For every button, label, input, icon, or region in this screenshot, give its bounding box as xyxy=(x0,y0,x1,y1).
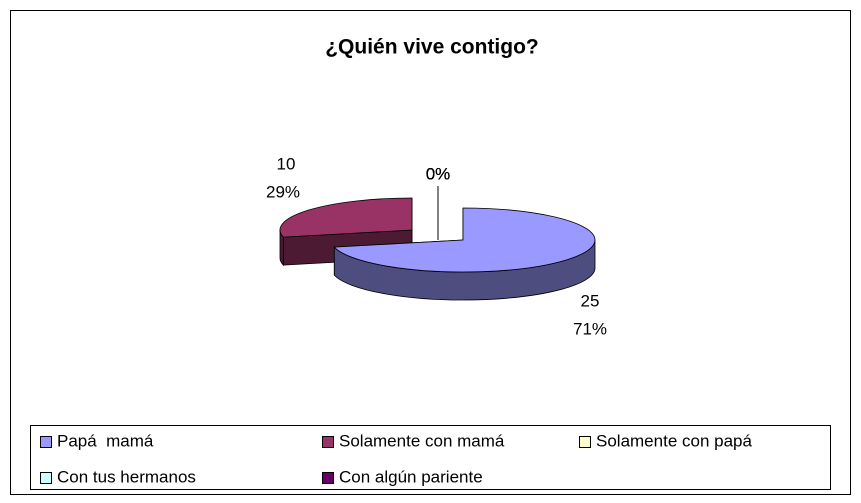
slice xyxy=(279,197,413,238)
legend-label: Solamente con mamá xyxy=(339,431,505,450)
data-label: 25 xyxy=(581,291,600,310)
legend-swatch xyxy=(579,436,591,448)
percent-label: 0% xyxy=(426,164,451,183)
legend-swatch xyxy=(322,472,334,484)
legend-label: Papá mamá xyxy=(57,431,154,450)
legend-swatch xyxy=(322,436,334,448)
slice xyxy=(333,207,596,273)
legend-label: Solamente con papá xyxy=(596,431,752,450)
percent-label: 0% xyxy=(426,164,451,183)
data-label: 10 xyxy=(277,154,296,173)
legend-label: Con tus hermanos xyxy=(57,467,196,486)
legend-swatch xyxy=(40,472,52,484)
legend-label: Con algún pariente xyxy=(339,467,483,486)
percent-label: 0% xyxy=(426,164,451,183)
percent-label: 29% xyxy=(266,182,300,201)
percent-label: 71% xyxy=(573,319,607,338)
legend-swatch xyxy=(40,436,52,448)
chart-title: ¿Quién vive contigo? xyxy=(325,36,539,59)
legend-box xyxy=(30,425,831,490)
